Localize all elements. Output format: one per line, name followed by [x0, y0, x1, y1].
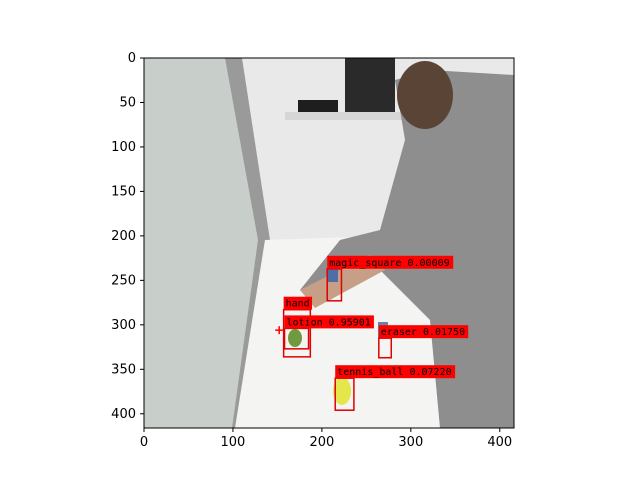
y-tick-label: 300	[111, 318, 136, 333]
lotion-object	[288, 329, 302, 347]
x-tick-label: 400	[487, 435, 512, 450]
tennis-ball-object	[333, 377, 351, 405]
axes-border	[143, 57, 515, 429]
x-tick-label: 200	[309, 435, 334, 450]
detection-label: tennis_ball 0.07220	[337, 367, 451, 378]
detection-label-bg	[378, 325, 469, 339]
y-axis: 0 50 100 150 200 250 300 350 400	[111, 51, 144, 422]
y-tick-label: 400	[111, 407, 136, 422]
y-tick-label: 50	[119, 95, 136, 110]
y-tick-label: 0	[128, 51, 136, 66]
detection-label: eraser 0.01750	[381, 327, 465, 338]
y-tick-label: 100	[111, 140, 136, 155]
markers-layer	[275, 326, 284, 335]
y-tick-label: 250	[111, 273, 136, 288]
router	[298, 100, 338, 112]
x-tick-label: 0	[140, 435, 148, 450]
x-axis: 0 100 200 300 400	[140, 428, 512, 450]
x-tick-label: 100	[221, 435, 246, 450]
detection-label: hand	[286, 299, 310, 310]
photo	[144, 58, 514, 428]
detection-label-bg	[284, 315, 374, 329]
detection-label-bg	[283, 296, 313, 310]
axes-frame	[143, 57, 515, 429]
person-head	[397, 61, 453, 129]
y-tick-label: 150	[111, 184, 136, 199]
magic-square-object	[328, 268, 338, 282]
person-shirt	[300, 70, 514, 428]
monitor	[345, 58, 395, 113]
detection-label-bg	[327, 255, 454, 269]
detection-label-bg	[335, 365, 456, 379]
detection-label: magic_square 0.00009	[329, 258, 449, 269]
y-tick-label: 350	[111, 362, 136, 377]
y-tick-label: 200	[111, 229, 136, 244]
detection-label: lotion 0.95901	[287, 317, 371, 328]
x-tick-label: 300	[398, 435, 423, 450]
detections-layer: magic_square 0.00009 hand lotion 0.95901 er…	[282, 255, 469, 411]
glass-partition	[144, 58, 265, 428]
side-table	[285, 112, 405, 120]
